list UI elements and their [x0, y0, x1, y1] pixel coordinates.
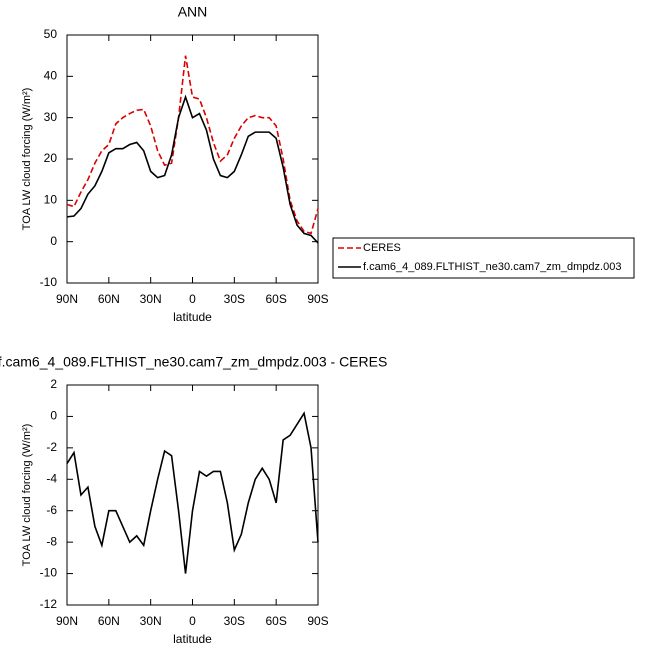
x-tick-label: 90S [307, 292, 328, 306]
x-tick-label: 0 [189, 614, 196, 628]
y-tick-label: -12 [40, 597, 58, 611]
y-tick-label: 30 [44, 110, 58, 124]
plot-frame [66, 34, 319, 284]
chart-title: ANN [178, 4, 208, 20]
x-axis-label: latitude [173, 632, 212, 646]
y-tick-label: -8 [46, 534, 57, 548]
x-tick-label: 30S [224, 614, 245, 628]
x-tick-label: 90N [56, 292, 78, 306]
y-tick-label: 0 [50, 234, 57, 248]
x-tick-label: 90N [56, 614, 78, 628]
x-tick-label: 30N [140, 292, 162, 306]
legend-label: f.cam6_4_089.FLTHIST_ne30.cam7_zm_dmpdz.… [363, 261, 621, 273]
x-tick-label: 60S [265, 614, 286, 628]
y-tick-label: -10 [40, 566, 58, 580]
series-line [66, 94, 319, 244]
y-tick-label: 2 [50, 377, 57, 391]
y-axis-label: TOA LW cloud forcing (W/m²) [21, 424, 33, 567]
series-line [66, 411, 319, 574]
y-tick-label: -2 [46, 440, 57, 454]
x-tick-label: 60N [98, 292, 120, 306]
x-tick-label: 30S [224, 292, 245, 306]
y-tick-label: -10 [40, 275, 58, 289]
legend-label: CERES [363, 242, 401, 254]
x-tick-label: 0 [189, 292, 196, 306]
y-axis-label: TOA LW cloud forcing (W/m²) [21, 88, 33, 231]
x-tick-label: 60S [265, 292, 286, 306]
y-tick-label: 40 [44, 69, 58, 83]
y-tick-label: 10 [44, 193, 58, 207]
legend-box [332, 237, 635, 279]
y-tick-label: 0 [50, 409, 57, 423]
y-tick-label: -4 [46, 471, 57, 485]
plot-frame [66, 384, 319, 606]
y-tick-label: 20 [44, 151, 58, 165]
x-tick-label: 30N [140, 614, 162, 628]
chart-title: f.cam6_4_089.FLTHIST_ne30.cam7_zm_dmpdz.… [0, 354, 387, 370]
series-line [66, 55, 319, 235]
y-tick-label: -6 [46, 503, 57, 517]
x-tick-label: 90S [307, 614, 328, 628]
x-axis-label: latitude [173, 310, 212, 324]
x-tick-label: 60N [98, 614, 120, 628]
y-tick-label: 50 [44, 27, 58, 41]
